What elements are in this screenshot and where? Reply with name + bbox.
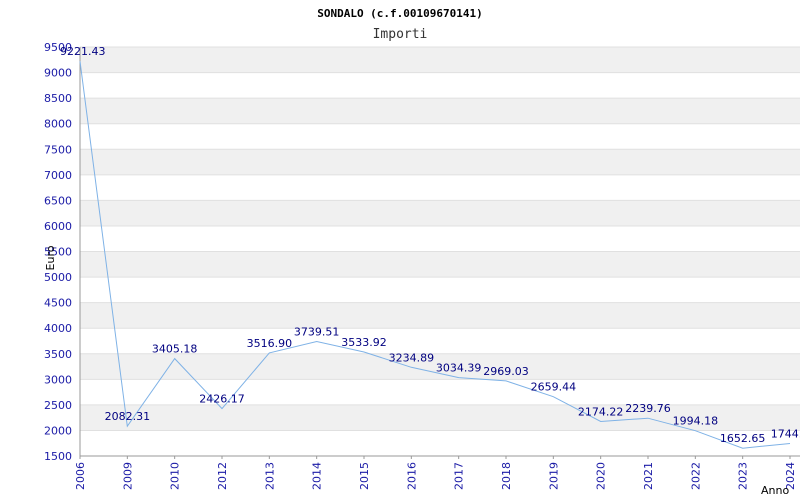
x-tick-label: 2013 [263,462,276,490]
data-label: 1652.65 [720,432,766,445]
x-tick-label: 2015 [358,462,371,490]
y-tick-label: 1500 [44,450,72,463]
data-label: 2969.03 [483,365,529,378]
y-tick-label: 4500 [44,297,72,310]
data-label: 2082.31 [105,410,151,423]
grid-band [80,302,800,329]
y-tick-label: 3500 [44,348,72,361]
data-label: 3405.18 [152,343,198,356]
x-tick-label: 2024 [784,462,797,490]
y-tick-label: 2000 [44,424,72,437]
y-tick-label: 5000 [44,271,72,284]
y-tick-label: 7500 [44,143,72,156]
data-label: 2426.17 [199,393,245,406]
x-tick-label: 2017 [453,462,466,490]
x-tick-label: 2012 [216,462,229,490]
y-axis-label: Euro [44,245,57,270]
data-label: 3234.89 [389,351,435,364]
y-tick-label: 3000 [44,373,72,386]
y-tick-label: 6500 [44,194,72,207]
x-tick-label: 2020 [595,462,608,490]
grid-band [80,251,800,278]
y-tick-label: 9000 [44,67,72,80]
grid-band [80,47,800,73]
x-tick-label: 2021 [642,462,655,490]
y-tick-label: 7000 [44,169,72,182]
data-labels: 9221.43 2082.31 3405.18 2426.17 3516.903739.… [60,45,800,445]
y-tick-label: 6000 [44,220,72,233]
data-label: 2174.22 [578,406,624,419]
chart-subtitle: Importi [373,27,428,42]
data-label: 2659.44 [531,381,577,394]
y-tick-label: 5500 [44,246,72,259]
chart-title: SONDALO (c.f.00109670141) [317,7,483,20]
plot-background [80,47,800,431]
x-tick-label: 2006 [74,462,87,490]
x-tick-label: 2019 [547,462,560,490]
x-tick-label: 2009 [121,462,134,490]
y-tick-label: 8500 [44,92,72,105]
x-tick-label: 2014 [311,462,324,490]
grid-band [80,353,800,380]
data-label: 3516.90 [247,337,293,350]
x-tick-labels: 2006 2009 2010 2012 2013 2014 2015 2016 2017 2018… [74,456,797,490]
x-tick-label: 2022 [689,462,702,490]
y-tick-label: 2500 [44,399,72,412]
x-tick-label: 2018 [500,462,513,490]
x-tick-label: 2023 [737,462,750,490]
x-tick-label: 2010 [169,462,182,490]
data-label: 1994.18 [673,415,719,428]
y-tick-label: 8000 [44,118,72,131]
x-tick-label: 2016 [405,462,418,490]
x-axis-label: Anno [761,484,789,497]
data-label: 3034.39 [436,362,482,375]
y-tick-labels: 1500 2000 2500 3000 3500 4000 4500 5000 5500 6000… [44,41,72,463]
data-label: 3739.51 [294,326,340,339]
grid-band [80,149,800,175]
data-label: 3533.92 [341,336,387,349]
data-label: 9221.43 [60,45,106,58]
grid-band [80,98,800,124]
grid-band [80,200,800,226]
data-label: 2239.76 [625,402,671,415]
y-tick-label: 4000 [44,322,72,335]
series-line [79,61,791,449]
data-label: 1744.8 [771,427,800,440]
y-tick-label: 9500 [44,41,72,54]
